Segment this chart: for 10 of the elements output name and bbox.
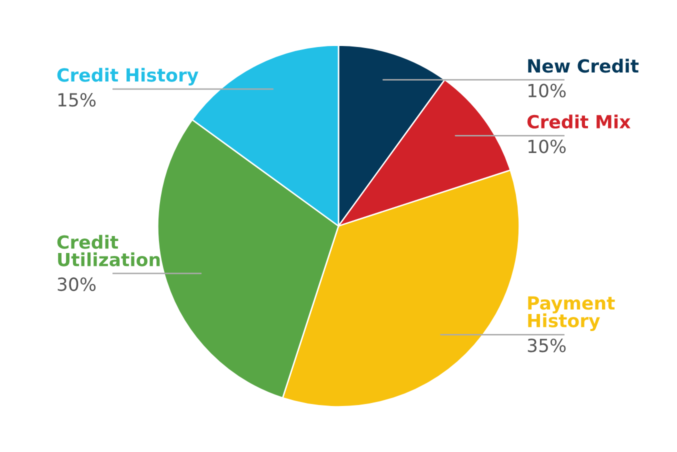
- data-label: 35%: [528, 338, 566, 352]
- slice-label: Credit Utilization: [57, 234, 160, 266]
- data-label: 15%: [58, 93, 96, 107]
- data-label: 30%: [58, 277, 96, 292]
- slice-label: Payment History: [528, 296, 615, 332]
- slice-label: Credit Mix: [527, 114, 630, 129]
- slice-label: New Credit: [528, 58, 639, 73]
- slice-label: Credit History: [57, 68, 198, 86]
- data-label: 10%: [528, 84, 566, 98]
- data-label: 10%: [528, 140, 566, 154]
